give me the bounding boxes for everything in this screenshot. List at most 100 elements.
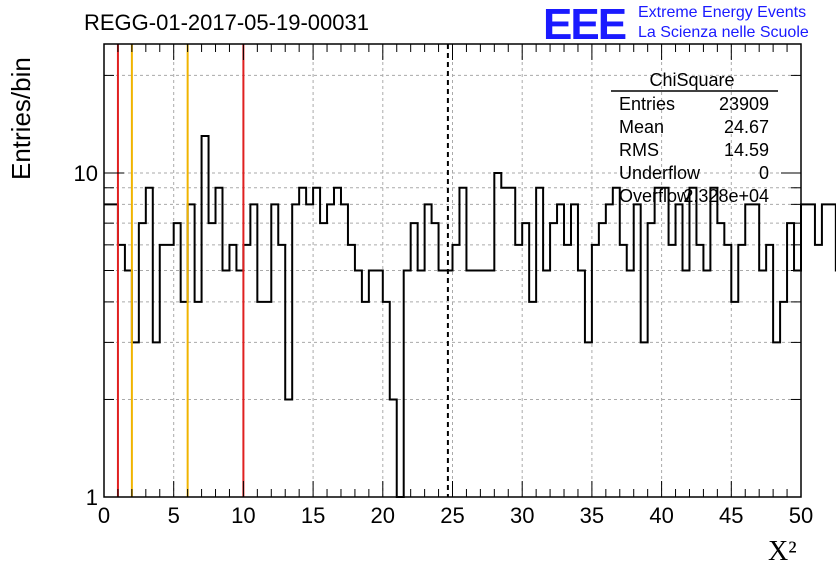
histogram-bin	[808, 204, 815, 497]
histogram-bin	[550, 223, 557, 497]
logo-line-2: La Scienza nelle Scuole	[638, 24, 809, 41]
histogram-bin	[585, 342, 592, 497]
histogram-bin	[696, 245, 703, 497]
histogram-bin	[334, 188, 341, 497]
histogram-bin	[627, 271, 634, 498]
histogram-bin	[341, 204, 348, 497]
histogram-bin	[111, 204, 118, 497]
histogram-bin	[689, 188, 696, 497]
histogram-bin	[104, 204, 111, 497]
histogram-bin	[543, 271, 550, 498]
histogram-bin	[564, 245, 571, 497]
histogram-bin	[522, 223, 529, 497]
stats-label-underflow: Underflow	[619, 163, 701, 183]
stats-value-overflow: 2.328e+04	[683, 186, 769, 206]
histogram-bin	[676, 204, 683, 497]
histogram-bin	[432, 223, 439, 497]
histogram-bin	[599, 223, 606, 497]
histogram-bin	[829, 204, 836, 497]
histogram-bin	[536, 188, 543, 497]
histogram-bin	[411, 223, 418, 497]
histogram-bin	[731, 302, 738, 497]
histogram-bin	[724, 245, 731, 497]
histogram-bin	[815, 245, 822, 497]
histogram-bin	[202, 136, 209, 497]
histogram-bin	[773, 342, 780, 497]
histogram-bin	[348, 245, 355, 497]
histogram-bin	[683, 271, 690, 498]
histogram-bin	[174, 223, 181, 497]
histogram-bin	[822, 204, 829, 497]
stats-box-title: ChiSquare	[649, 70, 734, 90]
histogram-bin	[271, 204, 278, 497]
histogram-bin	[146, 188, 153, 497]
stats-label-entries: Entries	[619, 94, 675, 114]
histogram-bin	[292, 204, 299, 497]
histogram-bin	[125, 271, 132, 498]
x-tick-label: 35	[580, 503, 604, 528]
histogram-bin	[285, 399, 292, 497]
histogram-bin	[780, 302, 787, 497]
histogram-bin	[243, 245, 250, 497]
histogram-bin	[383, 302, 390, 497]
histogram-bin	[487, 271, 494, 498]
histogram-bin	[613, 188, 620, 497]
histogram-bin	[515, 245, 522, 497]
histogram-bin	[390, 399, 397, 497]
histogram-bin	[557, 204, 564, 497]
histogram-bin	[222, 271, 229, 498]
histogram-bin	[209, 223, 216, 497]
histogram-bin	[662, 188, 669, 497]
histogram-bin	[118, 245, 125, 497]
histogram-bin	[446, 271, 453, 498]
x-tick-label: 10	[231, 503, 255, 528]
stats-value-rms: 14.59	[724, 140, 769, 160]
histogram-bin	[299, 188, 306, 497]
x-tick-label: 0	[98, 503, 110, 528]
histogram-bin	[257, 302, 264, 497]
histogram-bin	[717, 223, 724, 497]
histogram-bin	[759, 271, 766, 498]
histogram-bin	[250, 204, 257, 497]
x-tick-label: 30	[510, 503, 534, 528]
stats-label-overflow: Overflow	[619, 186, 691, 206]
x-tick-label: 45	[719, 503, 743, 528]
histogram-bin	[508, 188, 515, 497]
histogram-bin	[376, 271, 383, 498]
y-axis-label: Entries/bin	[6, 57, 36, 180]
histogram-bin	[264, 302, 271, 497]
x-axis-label: X²	[768, 536, 797, 567]
x-tick-label: 40	[649, 503, 673, 528]
histogram-bin	[167, 245, 174, 497]
stats-label-mean: Mean	[619, 117, 664, 137]
plot-title: REGG-01-2017-05-19-00031	[84, 10, 369, 35]
y-tick-label: 10	[74, 161, 98, 186]
histogram-bin	[641, 342, 648, 497]
histogram-bin	[195, 302, 202, 497]
histogram-bin	[404, 271, 411, 498]
histogram-bin	[529, 302, 536, 497]
x-tick-label: 5	[168, 503, 180, 528]
histogram-bin	[766, 245, 773, 497]
histogram-bin	[473, 271, 480, 498]
histogram-bin	[132, 342, 139, 497]
histogram-bin	[592, 245, 599, 497]
histogram-bin	[139, 223, 146, 497]
y-tick-label: 1	[86, 485, 98, 510]
histogram-bin	[480, 271, 487, 498]
histogram-bin	[306, 204, 313, 497]
histogram-bin	[216, 188, 223, 497]
histogram-bin	[745, 204, 752, 497]
histogram-bin	[278, 245, 285, 497]
histogram-bin	[439, 271, 446, 498]
histogram-bin	[669, 245, 676, 497]
histogram-bin	[153, 342, 160, 497]
x-tick-label: 15	[301, 503, 325, 528]
histogram-bin	[801, 204, 808, 497]
stats-value-mean: 24.67	[724, 117, 769, 137]
histogram-bin	[327, 204, 334, 497]
histogram-bin	[620, 245, 627, 497]
histogram-bin	[181, 302, 188, 497]
histogram-bin	[655, 188, 662, 497]
